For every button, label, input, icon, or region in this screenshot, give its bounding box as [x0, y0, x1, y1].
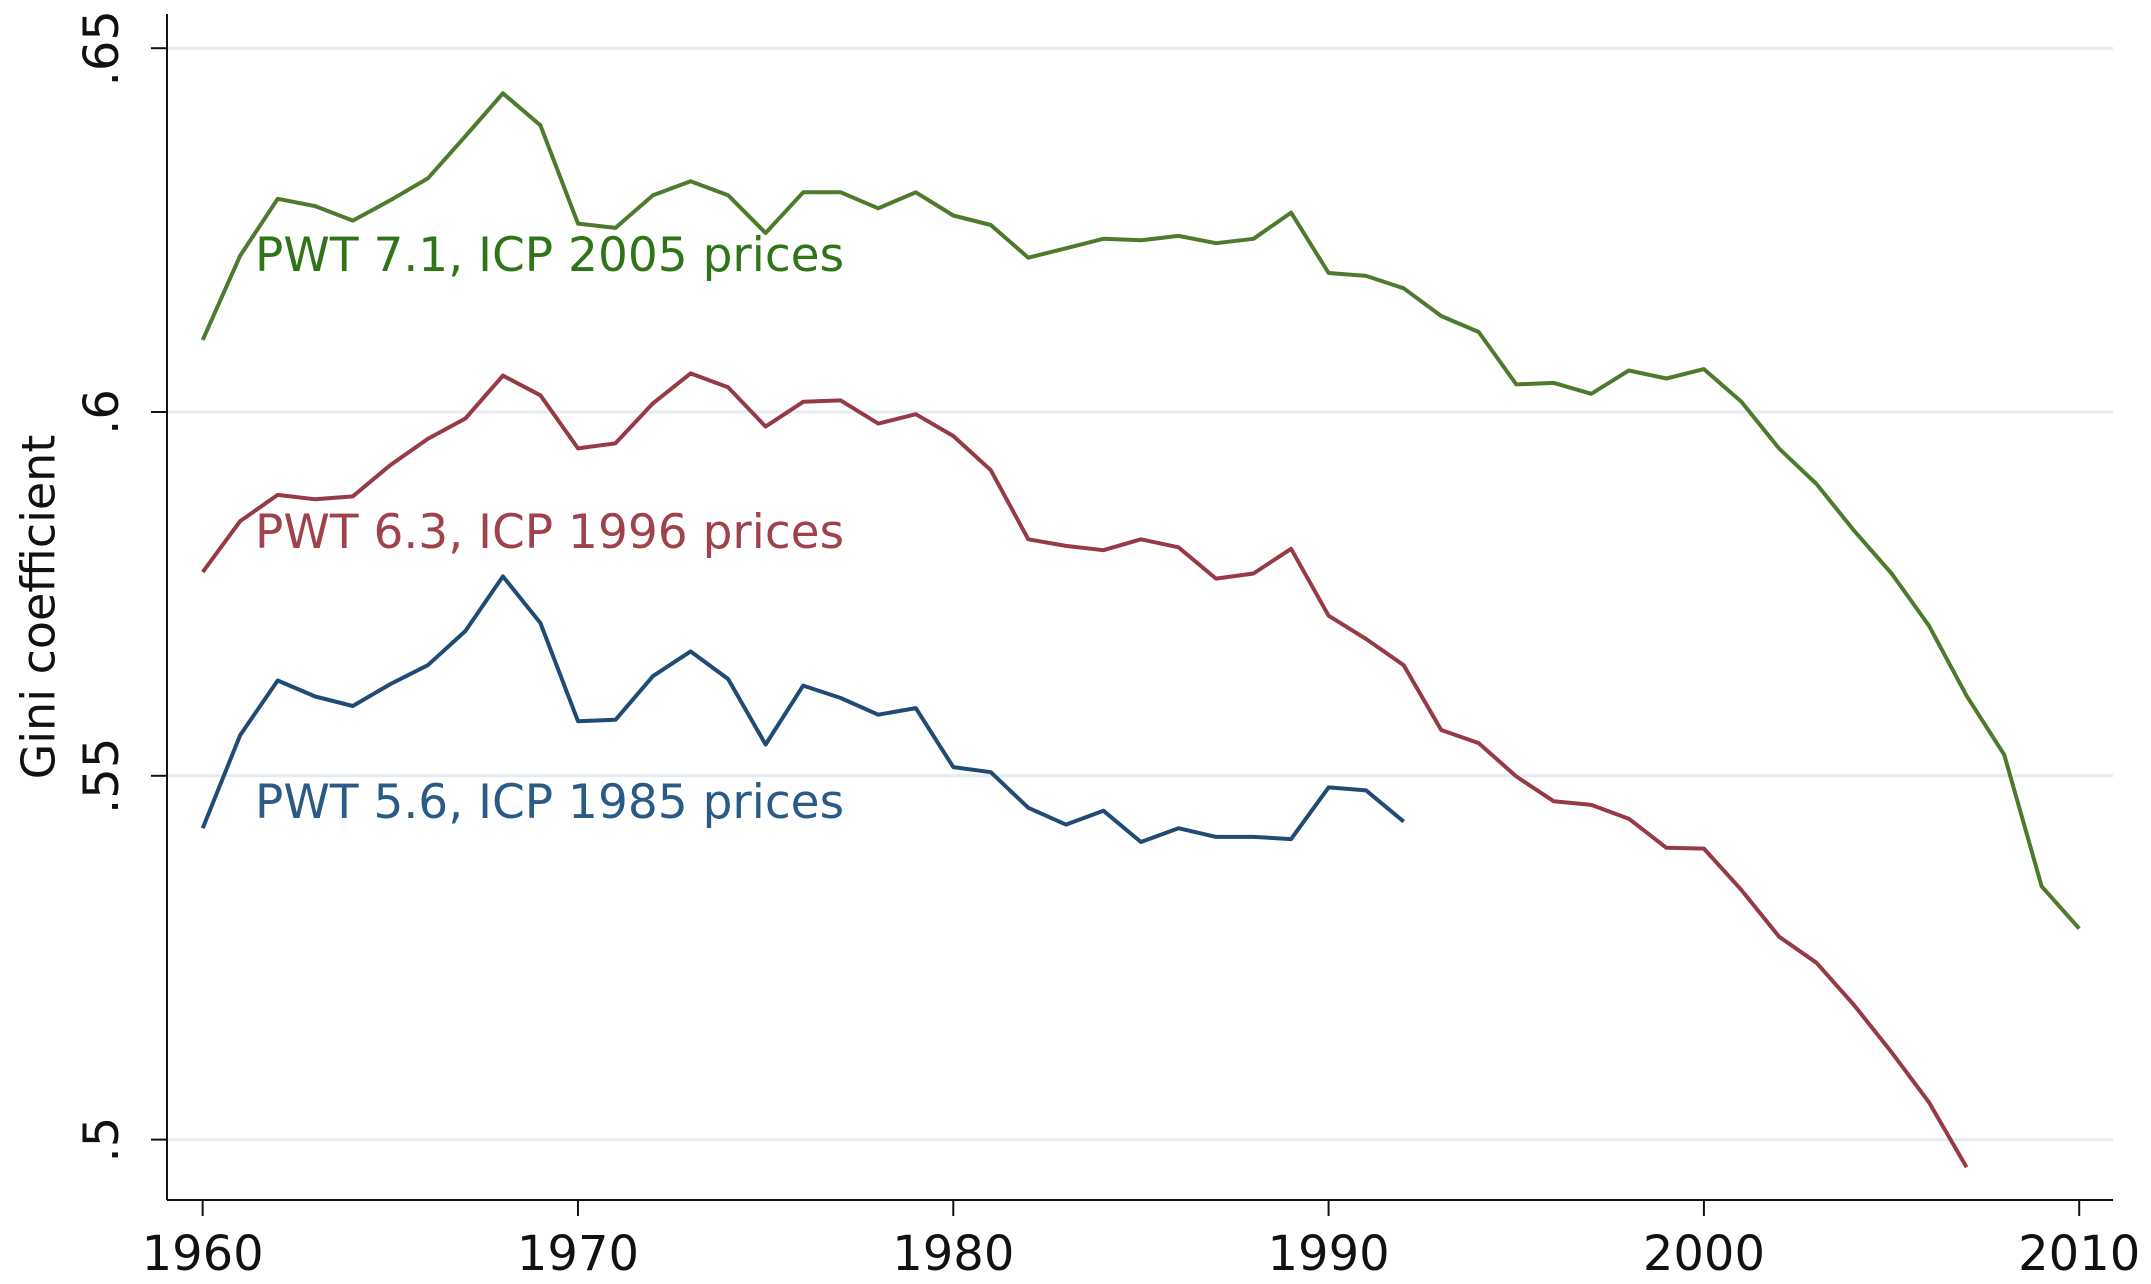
x-tick-label: 1980 [892, 1226, 1014, 1282]
y-tick-label: .5 [74, 1117, 130, 1163]
x-tick-label: 1990 [1268, 1226, 1390, 1282]
series-label: PWT 6.3, ICP 1996 prices [255, 505, 844, 560]
y-tick-label: .6 [74, 389, 130, 435]
x-tick-label: 2000 [1643, 1226, 1765, 1282]
series-line [201, 371, 1969, 1169]
series-line [200, 91, 2081, 930]
y-tick-label: .55 [74, 738, 130, 814]
series-label: PWT 5.6, ICP 1985 prices [255, 775, 844, 830]
y-axis-label: Gini coefficient [12, 435, 66, 780]
x-tick-label: 1960 [142, 1226, 264, 1282]
x-tick-label: 1970 [517, 1226, 639, 1282]
series-label: PWT 7.1, ICP 2005 prices [255, 228, 844, 283]
x-tick-label: 2010 [2018, 1226, 2140, 1282]
series-line [200, 574, 1405, 844]
y-tick-label: .65 [74, 10, 130, 86]
